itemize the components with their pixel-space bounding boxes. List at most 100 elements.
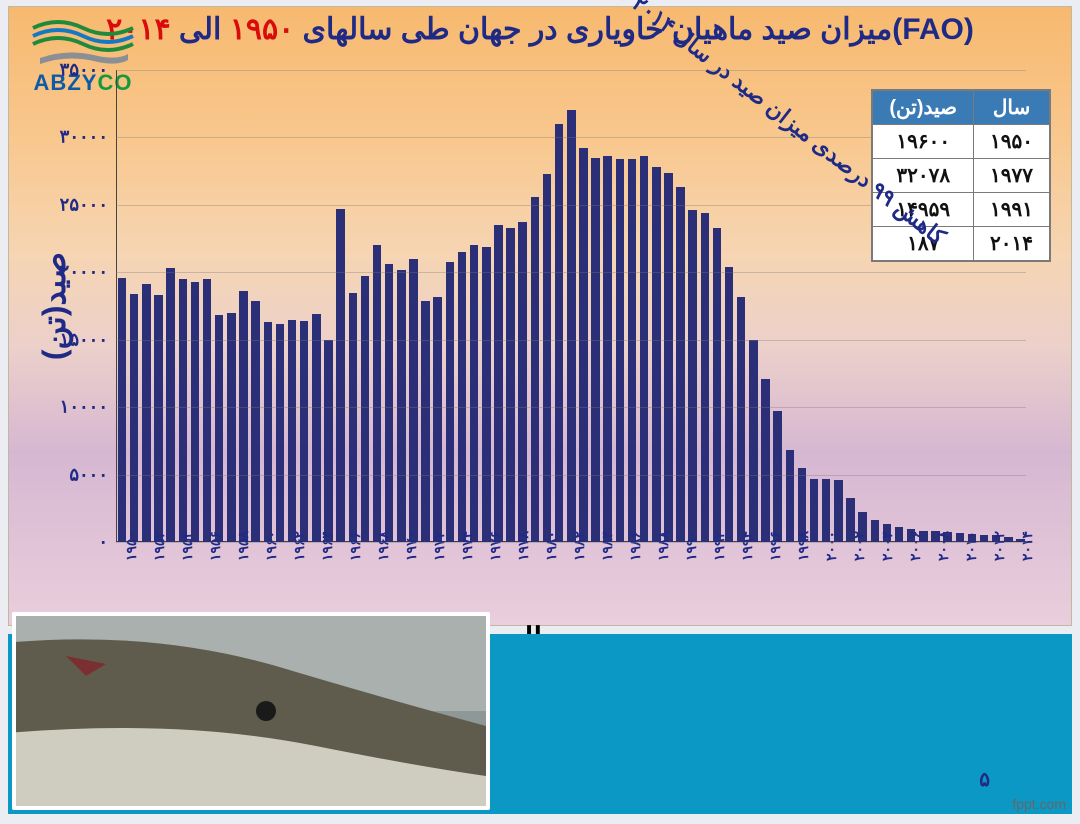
bar-slot xyxy=(723,70,735,542)
table-cell: ۲۰۱۴ xyxy=(974,227,1050,261)
bar-slot xyxy=(274,70,286,542)
table-cell: ۱۹۵۰ xyxy=(974,125,1050,159)
x-tick-slot xyxy=(466,542,480,602)
bar xyxy=(446,262,454,543)
bar xyxy=(324,340,332,542)
bar-slot xyxy=(189,70,201,542)
table-header-year: سال xyxy=(974,91,1050,125)
x-tick-slot xyxy=(242,542,256,602)
x-tick-slot: ۱۹۵۰ xyxy=(116,542,130,602)
x-tick-slot xyxy=(186,542,200,602)
bar xyxy=(458,252,466,542)
bar xyxy=(518,222,526,542)
x-tick-slot xyxy=(158,542,172,602)
x-tick-slot: ۱۹۷۸ xyxy=(508,542,522,602)
x-tick-slot: ۱۹۸۲ xyxy=(564,542,578,602)
bar xyxy=(567,110,575,542)
x-tick-slot xyxy=(550,542,564,602)
bar xyxy=(239,291,247,542)
gridline xyxy=(116,340,1026,341)
bar-slot xyxy=(165,70,177,542)
bar-slot xyxy=(541,70,553,542)
bar xyxy=(640,156,648,542)
y-tick-label: ۲۰۰۰۰ xyxy=(60,262,116,283)
x-tick-slot: ۱۹۶۸ xyxy=(368,542,382,602)
bar xyxy=(276,324,284,542)
x-tick-slot xyxy=(662,542,676,602)
bar xyxy=(300,321,308,542)
x-tick-slot: ۱۹۹۰ xyxy=(676,542,690,602)
bar-slot xyxy=(444,70,456,542)
x-tick-slot: ۱۹۷۴ xyxy=(452,542,466,602)
table-cell: ۱۹۷۷ xyxy=(974,159,1050,193)
x-tick-slot xyxy=(802,542,816,602)
x-tick-slot xyxy=(438,542,452,602)
bar xyxy=(761,379,769,542)
bar xyxy=(166,268,174,542)
gridline xyxy=(116,542,1026,543)
bar xyxy=(555,124,563,542)
y-tick-label: ۳۵۰۰۰ xyxy=(60,60,116,81)
x-tick-slot xyxy=(214,542,228,602)
bar xyxy=(373,245,381,542)
x-tick-slot xyxy=(270,542,284,602)
bar-slot xyxy=(456,70,468,542)
x-tick-slot xyxy=(326,542,340,602)
bar-slot xyxy=(602,70,614,542)
x-tick-slot: ۲۰۱۴ xyxy=(1012,542,1026,602)
x-tick-slot: ۱۹۸۴ xyxy=(592,542,606,602)
bar-slot xyxy=(553,70,565,542)
x-tick-slot: ۱۹۹۴ xyxy=(732,542,746,602)
bar xyxy=(470,245,478,542)
x-tick-slot: ۲۰۰۰ xyxy=(816,542,830,602)
table-row: ۱۹۵۰۱۹۶۰۰ xyxy=(873,125,1050,159)
bar xyxy=(385,264,393,542)
bar-slot xyxy=(468,70,480,542)
bar xyxy=(251,301,259,542)
x-tick-slot xyxy=(774,542,788,602)
x-tick-slot xyxy=(998,542,1012,602)
x-tick-slot xyxy=(130,542,144,602)
bar xyxy=(773,411,781,542)
x-tick-slot xyxy=(634,542,648,602)
bar-slot xyxy=(152,70,164,542)
bar xyxy=(871,520,879,542)
y-tick-label: ۱۵۰۰۰ xyxy=(60,329,116,350)
x-tick-slot: ۱۹۷۶ xyxy=(480,542,494,602)
bar xyxy=(154,295,162,542)
bar xyxy=(895,527,903,542)
bar-slot xyxy=(650,70,662,542)
bar xyxy=(118,278,126,542)
x-tick-slot xyxy=(522,542,536,602)
bar-slot xyxy=(492,70,504,542)
bar xyxy=(603,156,611,542)
x-tick-slot xyxy=(886,542,900,602)
bar-slot xyxy=(857,70,869,542)
bar-slot xyxy=(529,70,541,542)
bar-slot xyxy=(225,70,237,542)
bar-slot xyxy=(711,70,723,542)
page-number: ۵ xyxy=(979,767,990,792)
bar-slot xyxy=(128,70,140,542)
bar xyxy=(591,158,599,542)
y-tick-label: ۵۰۰۰ xyxy=(69,464,116,485)
bar-slot xyxy=(577,70,589,542)
bar xyxy=(725,267,733,542)
table-header-catch: صید(تن) xyxy=(873,91,974,125)
x-tick-slot: ۱۹۸۸ xyxy=(648,542,662,602)
x-tick-label: ۲۰۱۴ xyxy=(1019,531,1036,561)
bar-slot xyxy=(250,70,262,542)
bar xyxy=(676,187,684,542)
x-tick-slot: ۲۰۱۰ xyxy=(956,542,970,602)
bar xyxy=(361,276,369,542)
gridline xyxy=(116,407,1026,408)
bar xyxy=(288,320,296,543)
bar-slot xyxy=(116,70,128,542)
x-tick-slot xyxy=(942,542,956,602)
x-tick-slot xyxy=(410,542,424,602)
x-tick-slot: ۱۹۶۰ xyxy=(256,542,270,602)
x-tick-slot xyxy=(718,542,732,602)
x-tick-slot xyxy=(298,542,312,602)
y-tick-label: ۳۰۰۰۰ xyxy=(60,127,116,148)
bar xyxy=(506,228,514,542)
